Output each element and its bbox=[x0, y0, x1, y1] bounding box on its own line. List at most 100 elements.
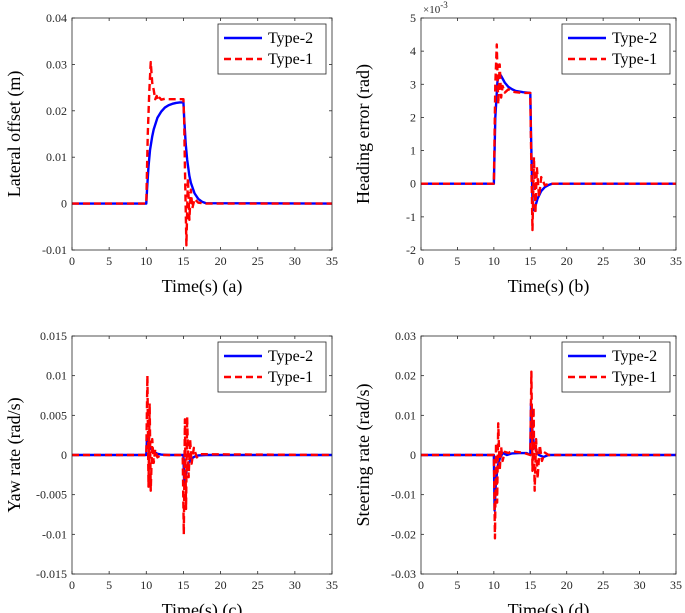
y-tick-label: 0 bbox=[410, 448, 416, 462]
x-tick-label: 10 bbox=[488, 254, 500, 268]
x-tick-label: 20 bbox=[215, 578, 227, 592]
panel-c: 0 5 10 15 20 25 30 35 -0.015 -0.01 -0.005 0 0.005 0.0… bbox=[4, 329, 338, 613]
y-tick-label: 0.015 bbox=[40, 329, 67, 343]
x-axis-label: Time(s) (a) bbox=[162, 276, 243, 297]
legend: Type-2 Type-1 bbox=[217, 23, 327, 75]
y-tick-label: -0.03 bbox=[391, 567, 416, 581]
y-tick-label: -0.005 bbox=[36, 488, 67, 502]
x-tick-label: 30 bbox=[634, 578, 646, 592]
y-exponent-base: ×10 bbox=[423, 4, 441, 16]
x-tick-label: 30 bbox=[634, 254, 646, 268]
x-tick-label: 20 bbox=[561, 254, 573, 268]
legend-box bbox=[217, 23, 327, 75]
x-tick-label: 10 bbox=[140, 578, 152, 592]
series-line-type-1 bbox=[421, 43, 676, 232]
y-tick-label: -0.015 bbox=[36, 567, 67, 581]
y-exponent-label: ×10-3 bbox=[423, 0, 448, 16]
x-tick-label: 15 bbox=[177, 578, 189, 592]
series-line-type-1 bbox=[421, 370, 676, 540]
legend: Type-2 Type-1 bbox=[561, 341, 671, 393]
x-axis-label: Time(s) (c) bbox=[162, 600, 243, 613]
legend-label: Type-1 bbox=[612, 369, 657, 386]
panel-a: 0 5 10 15 20 25 30 35-0.0100.010.020.030.04Type… bbox=[4, 11, 338, 297]
x-tick-label: 15 bbox=[524, 578, 536, 592]
x-tick-label: 5 bbox=[454, 578, 460, 592]
x-tick-label: 25 bbox=[252, 254, 264, 268]
y-tick-label: -0.01 bbox=[42, 243, 67, 257]
legend-box bbox=[217, 341, 327, 393]
legend: Type-2 Type-1 bbox=[561, 23, 671, 75]
series-line-type-1 bbox=[72, 374, 332, 536]
y-tick-label: 1 bbox=[410, 144, 416, 158]
y-tick-label: 0.03 bbox=[395, 329, 416, 343]
y-tick-label: -0.01 bbox=[42, 527, 67, 541]
y-tick-label: 0.01 bbox=[46, 150, 67, 164]
y-tick-label: 0.03 bbox=[46, 57, 67, 71]
axes-box bbox=[71, 335, 333, 575]
y-tick-label: 0 bbox=[61, 197, 67, 211]
y-tick-label: 0 bbox=[410, 177, 416, 191]
axes-box bbox=[420, 17, 677, 251]
y-tick-label: -1 bbox=[406, 210, 416, 224]
legend-label: Type-1 bbox=[268, 369, 313, 386]
y-tick-label: 2 bbox=[410, 110, 416, 124]
axes-box bbox=[71, 17, 333, 251]
legend-label: Type-2 bbox=[612, 30, 657, 47]
y-tick-label: 5 bbox=[410, 11, 416, 25]
legend-label: Type-1 bbox=[268, 51, 313, 68]
y-tick-label: 0.04 bbox=[46, 11, 67, 25]
x-axis-label: Time(s) (d) bbox=[508, 600, 590, 613]
x-tick-label: 0 bbox=[418, 254, 424, 268]
x-tick-label: 25 bbox=[597, 254, 609, 268]
series-line-type-2 bbox=[72, 101, 332, 205]
legend-label: Type-2 bbox=[612, 348, 657, 365]
x-tick-label: 0 bbox=[69, 578, 75, 592]
x-tick-label: 20 bbox=[561, 578, 573, 592]
legend-box bbox=[561, 23, 671, 75]
x-tick-label: 25 bbox=[252, 578, 264, 592]
y-tick-label: 0.01 bbox=[395, 408, 416, 422]
y-tick-label: 4 bbox=[410, 44, 416, 58]
x-tick-label: 0 bbox=[418, 578, 424, 592]
x-tick-label: 30 bbox=[289, 578, 301, 592]
y-axis-label: Steering rate (rad/s) bbox=[353, 384, 374, 527]
x-tick-label: 5 bbox=[106, 578, 112, 592]
x-tick-label: 15 bbox=[177, 254, 189, 268]
y-axis-label: Yaw rate (rad/s) bbox=[4, 397, 25, 512]
legend-label: Type-2 bbox=[268, 348, 313, 365]
y-tick-label: -0.01 bbox=[391, 488, 416, 502]
x-tick-label: 20 bbox=[215, 254, 227, 268]
x-tick-label: 35 bbox=[326, 578, 338, 592]
x-tick-label: 0 bbox=[69, 254, 75, 268]
legend: Type-2 Type-1 bbox=[217, 341, 327, 393]
legend-label: Type-1 bbox=[612, 51, 657, 68]
x-axis-label: Time(s) (b) bbox=[508, 276, 590, 297]
series-line-type-1 bbox=[72, 60, 332, 247]
y-tick-label: 0.02 bbox=[395, 369, 416, 383]
y-tick-label: -2 bbox=[406, 243, 416, 257]
y-axis-label: Lateral offset (m) bbox=[4, 71, 25, 198]
legend-box bbox=[561, 341, 671, 393]
y-tick-label: 0.02 bbox=[46, 104, 67, 118]
x-tick-label: 25 bbox=[597, 578, 609, 592]
x-tick-label: 35 bbox=[670, 254, 682, 268]
panel-b: 0 5 10 15 20 25 30 35-2-1012345×10-3Type-2Type-… bbox=[353, 0, 682, 297]
x-tick-label: 10 bbox=[488, 578, 500, 592]
x-tick-label: 30 bbox=[289, 254, 301, 268]
x-tick-label: 5 bbox=[454, 254, 460, 268]
axes-box bbox=[420, 335, 677, 575]
x-tick-label: 15 bbox=[524, 254, 536, 268]
x-tick-label: 35 bbox=[326, 254, 338, 268]
y-tick-label: -0.02 bbox=[391, 527, 416, 541]
y-tick-label: 0.01 bbox=[46, 369, 67, 383]
y-tick-label: 0 bbox=[61, 448, 67, 462]
x-tick-label: 10 bbox=[140, 254, 152, 268]
y-tick-label: 0.005 bbox=[40, 408, 67, 422]
legend-label: Type-2 bbox=[268, 30, 313, 47]
y-axis-label: Heading error (rad) bbox=[353, 64, 374, 204]
panel-d: 0 5 10 15 20 25 30 35 -0.03 -0.02 -0.01 0 0.01 0.02 0.… bbox=[353, 329, 682, 613]
x-tick-label: 35 bbox=[670, 578, 682, 592]
y-exponent-power: -3 bbox=[440, 0, 448, 10]
y-tick-label: 3 bbox=[410, 77, 416, 91]
